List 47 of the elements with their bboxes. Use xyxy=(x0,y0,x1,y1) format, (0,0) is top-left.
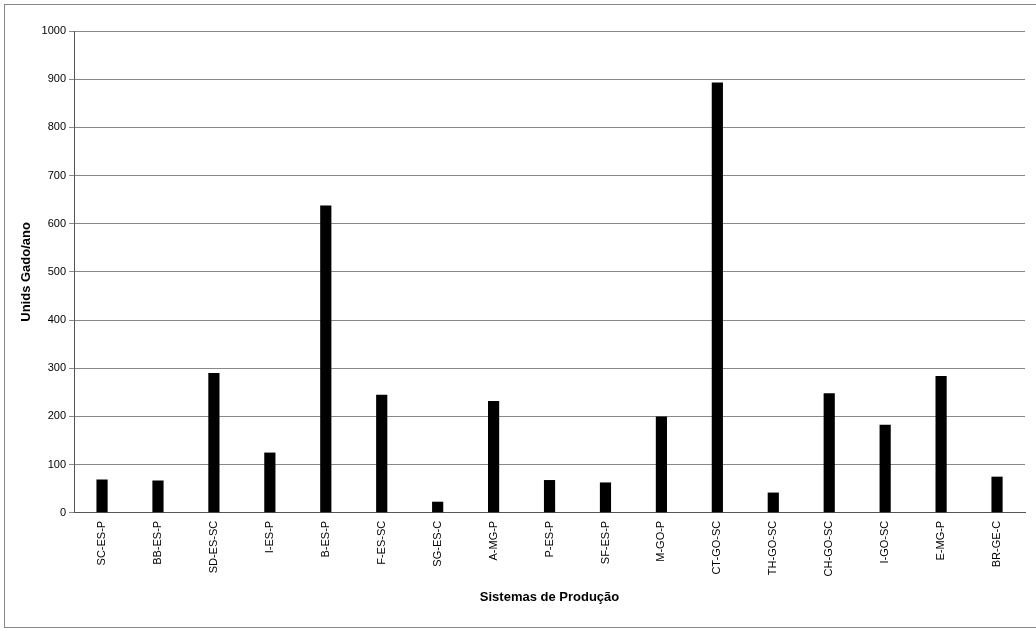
x-tick-label: SF-ES-P xyxy=(598,520,611,565)
x-tick-label: I-GO-SC xyxy=(878,520,891,564)
bar xyxy=(767,492,779,513)
y-axis-title: Unids Gado/ano xyxy=(18,222,34,322)
y-tick-label: 600 xyxy=(47,216,67,229)
bar xyxy=(823,393,835,513)
y-tick-label: 200 xyxy=(47,409,67,422)
x-tick-label: E-MG-P xyxy=(934,520,947,561)
x-tick-label: TH-GO-SC xyxy=(766,520,779,576)
bar xyxy=(935,375,947,513)
x-tick-label: CT-GO-SC xyxy=(710,520,723,575)
y-tick-label: 300 xyxy=(47,361,67,374)
bar xyxy=(711,82,723,513)
y-tick-label: 1000 xyxy=(41,24,67,37)
y-tick-label: 700 xyxy=(47,168,67,181)
y-tick-label: 800 xyxy=(47,120,67,133)
x-tick-label: SD-ES-SC xyxy=(206,520,219,574)
x-tick-label: M-GO-P xyxy=(654,520,667,562)
x-tick-label: B-ES-P xyxy=(318,520,331,558)
x-tick-label: A-MG-P xyxy=(486,520,499,561)
x-tick-label: I-ES-P xyxy=(262,520,275,554)
bar xyxy=(152,480,164,513)
x-tick-label: BB-ES-P xyxy=(151,520,164,565)
bar xyxy=(991,476,1003,513)
x-tick-label: P-ES-P xyxy=(542,520,555,558)
bar xyxy=(488,401,500,513)
y-tick-label: 900 xyxy=(47,72,67,85)
x-tick-label: SC-ES-P xyxy=(95,520,108,566)
x-tick-label: CH-GO-SC xyxy=(822,520,835,577)
y-tick-label: 400 xyxy=(47,313,67,326)
bar xyxy=(320,205,332,513)
bar xyxy=(543,480,556,513)
x-tick-label: F-ES-SC xyxy=(374,520,387,565)
y-tick-label: 0 xyxy=(59,505,67,518)
bar xyxy=(599,482,612,513)
bar xyxy=(376,394,388,513)
x-axis-title: Sistemas de Produção xyxy=(479,588,620,604)
bar xyxy=(879,424,891,513)
bar xyxy=(264,452,276,513)
bar xyxy=(432,501,444,513)
bar xyxy=(655,416,667,513)
x-tick-label: SG-ES-C xyxy=(430,520,443,567)
x-tick-label: BR-GE-C xyxy=(990,520,1003,568)
bar xyxy=(96,479,108,513)
bar xyxy=(208,373,220,513)
y-tick-label: 100 xyxy=(47,457,67,470)
y-tick-label: 500 xyxy=(47,264,67,277)
